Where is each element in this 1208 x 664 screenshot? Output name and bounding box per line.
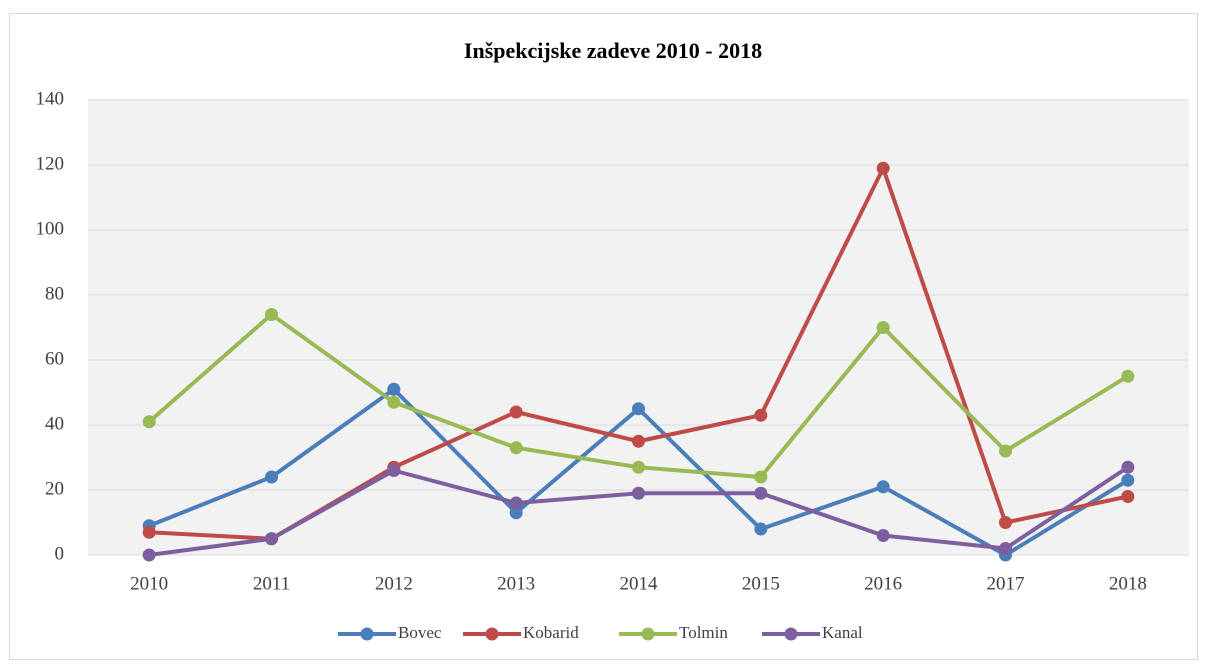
legend-label: Bovec xyxy=(398,623,442,642)
x-tick-label: 2018 xyxy=(1109,573,1147,594)
data-point xyxy=(142,548,156,562)
chart-title: Inšpekcijske zadeve 2010 - 2018 xyxy=(464,38,762,63)
legend-marker xyxy=(784,627,798,641)
data-point xyxy=(876,480,890,494)
x-tick-label: 2013 xyxy=(497,573,535,594)
data-point xyxy=(1121,369,1135,383)
data-point xyxy=(509,441,523,455)
legend-marker xyxy=(360,627,374,641)
legend-label: Tolmin xyxy=(679,623,728,642)
y-tick-label: 0 xyxy=(55,543,65,564)
x-tick-label: 2011 xyxy=(253,573,290,594)
data-point xyxy=(754,408,768,422)
y-tick-label: 120 xyxy=(36,153,65,174)
x-tick-label: 2015 xyxy=(742,573,780,594)
data-point xyxy=(876,161,890,175)
legend-label: Kanal xyxy=(822,623,863,642)
x-tick-label: 2010 xyxy=(130,573,168,594)
y-tick-label: 100 xyxy=(36,218,65,239)
data-point xyxy=(876,529,890,542)
x-tick-label: 2016 xyxy=(864,573,902,594)
data-point xyxy=(1121,473,1135,487)
data-point xyxy=(1121,460,1135,474)
data-point xyxy=(265,308,278,321)
data-point xyxy=(876,321,890,334)
data-point xyxy=(509,496,523,510)
data-point xyxy=(387,464,401,477)
data-point xyxy=(999,516,1012,529)
data-point xyxy=(142,525,156,539)
data-point xyxy=(387,395,401,409)
y-tick-label: 80 xyxy=(45,283,64,304)
data-point xyxy=(142,415,156,429)
x-tick-label: 2014 xyxy=(620,573,659,594)
data-point xyxy=(509,405,523,419)
legend-label: Kobarid xyxy=(523,623,579,642)
data-point xyxy=(754,522,768,536)
data-point xyxy=(509,506,523,520)
y-tick-label: 140 xyxy=(36,88,65,109)
data-point xyxy=(632,402,645,416)
data-point xyxy=(265,532,278,546)
data-point xyxy=(632,486,645,500)
legend-marker xyxy=(485,627,499,641)
data-point xyxy=(1121,490,1135,503)
data-point xyxy=(754,486,768,500)
data-point xyxy=(632,434,645,448)
data-point xyxy=(265,470,278,484)
data-point xyxy=(754,470,768,484)
data-point xyxy=(387,382,401,396)
y-tick-label: 60 xyxy=(45,348,64,369)
data-point xyxy=(999,542,1012,555)
x-tick-label: 2017 xyxy=(987,573,1025,594)
data-point xyxy=(999,444,1012,458)
legend-marker xyxy=(641,627,655,641)
y-tick-label: 40 xyxy=(45,413,64,434)
y-tick-label: 20 xyxy=(45,478,64,499)
x-tick-label: 2012 xyxy=(375,573,413,594)
data-point xyxy=(632,460,645,474)
